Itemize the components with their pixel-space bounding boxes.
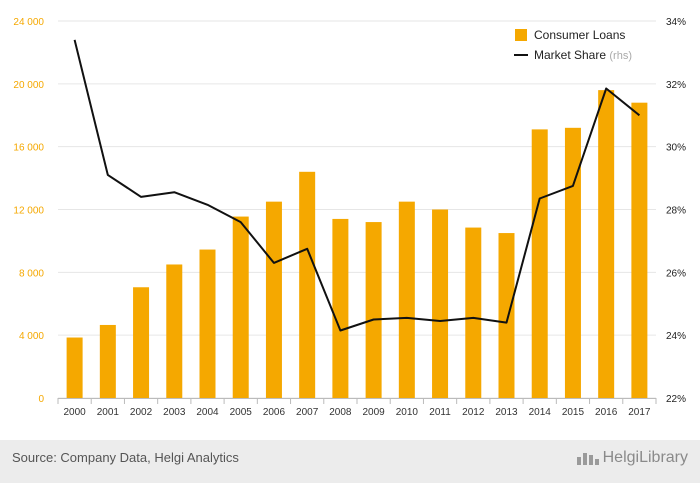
bar (332, 218, 349, 398)
legend-swatch-consumer-loans (515, 29, 527, 41)
bar (299, 171, 316, 398)
y-left-tick-label: 16 000 (13, 143, 44, 154)
x-tick-label: 2008 (329, 407, 352, 418)
x-tick-label: 2002 (130, 407, 153, 418)
y-left-tick-label: 0 (38, 394, 44, 405)
x-tick-label: 2016 (595, 407, 618, 418)
x-tick-label: 2004 (196, 407, 219, 418)
bar (432, 209, 449, 398)
x-tick-label: 2013 (495, 407, 518, 418)
y-right-tick-label: 28% (666, 206, 686, 217)
legend-rhs-suffix: (rhs) (609, 50, 632, 62)
bar (365, 222, 382, 398)
combo-chart: 0 4 000 8 000 12 000 16 000 20 000 24 000 22% 24… (13, 17, 686, 418)
x-tick-label: 2010 (396, 407, 419, 418)
market-share-line (73, 39, 641, 332)
y-left-tick-label: 20 000 (13, 80, 44, 91)
footer: Source: Company Data, Helgi Analytics He… (0, 440, 700, 483)
y-right-tick-label: 34% (666, 17, 686, 28)
bar (265, 201, 282, 398)
y-right-tick-label: 22% (666, 394, 686, 405)
source-text: Source: Company Data, Helgi Analytics (12, 450, 239, 465)
legend-label-consumer-loans: Consumer Loans (534, 28, 625, 42)
bar (498, 233, 515, 398)
y-right-tick-label: 24% (666, 331, 686, 342)
bar (66, 337, 83, 398)
y-right-tick-label: 32% (666, 80, 686, 91)
bar (531, 129, 548, 398)
y-left-tick-label: 12 000 (13, 206, 44, 217)
x-tick-label: 2006 (263, 407, 286, 418)
x-tick-label: 2003 (163, 407, 186, 418)
bar (564, 127, 581, 399)
x-tick-label: 2000 (63, 407, 86, 418)
brand-name: HelgiLibrary (602, 449, 688, 466)
x-tick-label: 2012 (462, 407, 485, 418)
bar (99, 324, 116, 398)
bar (631, 102, 648, 398)
bar (199, 249, 216, 398)
x-tick-label: 2014 (529, 407, 552, 418)
x-tick-label: 2017 (628, 407, 651, 418)
x-tick-label: 2011 (429, 407, 451, 418)
brand-logo[interactable]: HelgiLibrary (576, 449, 688, 467)
x-tick-label: 2015 (562, 407, 585, 418)
bar (465, 227, 482, 398)
x-tick-label: 2001 (97, 407, 120, 418)
y-left-tick-label: 24 000 (13, 17, 44, 28)
y-right-tick-label: 26% (666, 268, 686, 279)
x-tick-label: 2009 (362, 407, 385, 418)
bar (398, 201, 415, 398)
x-tick-label: 2005 (230, 407, 253, 418)
bar (133, 287, 150, 398)
x-tick-label: 2007 (296, 407, 319, 418)
bar (232, 216, 249, 398)
bar (598, 90, 615, 398)
y-right-tick-label: 30% (666, 143, 686, 154)
y-left-tick-label: 4 000 (19, 331, 44, 342)
library-icon (576, 451, 599, 465)
legend-label-market-share: Market Share (rhs) (534, 48, 632, 62)
bar (166, 264, 183, 398)
y-left-tick-label: 8 000 (19, 268, 44, 279)
